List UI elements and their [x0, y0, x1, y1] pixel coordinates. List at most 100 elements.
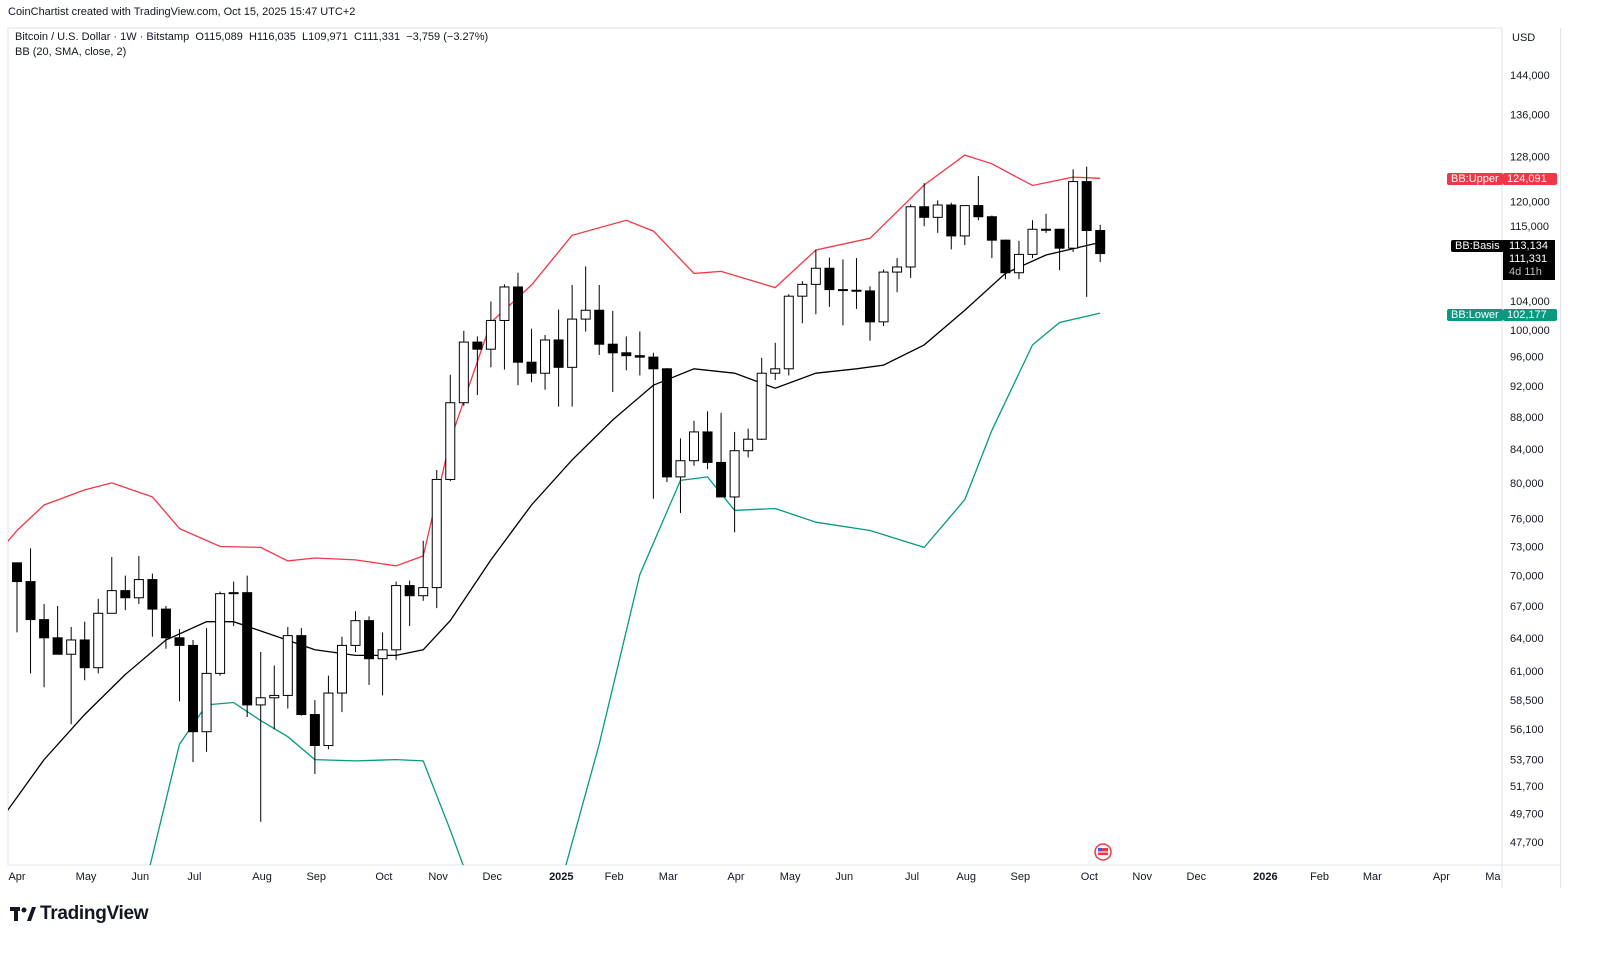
y-tick-label: 88,000	[1510, 412, 1544, 424]
candle-up	[269, 694, 280, 699]
plot-frame	[7, 27, 1503, 866]
candle-up	[215, 593, 226, 674]
candle-up	[1068, 181, 1079, 249]
x-tick-label: Feb	[1310, 871, 1329, 883]
candle-down	[12, 562, 22, 583]
candle-up	[418, 587, 429, 597]
y-tick-label: 115,000	[1510, 221, 1549, 233]
candle-up	[336, 644, 347, 694]
x-tick-label: Oct	[375, 871, 392, 883]
candle-up	[932, 204, 943, 218]
x-tick-label: Nov	[428, 871, 448, 883]
x-tick-label: Jul	[905, 871, 919, 883]
bb-lower-label: BB:Lower	[1447, 309, 1503, 321]
x-tick-label: May	[76, 871, 97, 883]
candle-down	[52, 637, 63, 655]
y-tick-label: 136,000	[1510, 110, 1550, 122]
y-tick-label: 84,000	[1510, 444, 1544, 456]
candle-down	[661, 368, 672, 478]
indicator-legend[interactable]: BB (20, SMA, close, 2)	[15, 46, 127, 58]
candle-up	[391, 585, 402, 651]
y-tick-label: 73,000	[1510, 541, 1544, 553]
candle-up	[282, 635, 293, 696]
candle-down	[472, 341, 483, 350]
y-tick-label: 144,000	[1510, 70, 1550, 82]
candle-up	[783, 295, 794, 370]
candle-down	[309, 714, 320, 746]
x-tick-label: 2025	[549, 871, 573, 883]
y-tick-label: 96,000	[1510, 351, 1544, 363]
bar-countdown: 4d 11h	[1509, 266, 1542, 278]
candle-down	[25, 581, 36, 621]
candle-up	[323, 692, 334, 746]
tradingview-logo-icon	[10, 907, 36, 921]
candle-down	[79, 639, 90, 669]
bb-upper-value: 124,091	[1503, 173, 1557, 185]
y-tick-label: 104,000	[1510, 296, 1550, 308]
candle-down	[188, 644, 199, 733]
candle-up	[905, 206, 916, 268]
x-tick-label: Oct	[1081, 871, 1098, 883]
candle-up	[689, 431, 699, 462]
candle-up	[1027, 228, 1038, 255]
candle-up	[797, 283, 808, 297]
candle-down	[147, 579, 158, 610]
candle-down	[634, 355, 645, 358]
y-tick-label: 70,000	[1510, 571, 1544, 583]
x-tick-label: Feb	[605, 871, 624, 883]
x-tick-label: Dec	[1187, 871, 1207, 883]
candle-up	[93, 612, 104, 669]
x-tick-label: Apr	[727, 871, 744, 883]
x-tick-label: Nov	[1132, 871, 1152, 883]
x-tick-label: Apr	[8, 871, 25, 883]
bb-upper-label: BB:Upper	[1447, 173, 1503, 185]
y-tick-label: 100,000	[1510, 325, 1550, 337]
y-tick-label: 67,000	[1510, 601, 1544, 613]
y-tick-label: 128,000	[1510, 152, 1550, 164]
tradingview-logo[interactable]: TradingView	[10, 903, 149, 925]
candle-up	[580, 309, 591, 320]
symbol-title: Bitcoin / U.S. Dollar · 1W · Bitstamp	[15, 31, 190, 43]
plot-area[interactable]	[8, 154, 1106, 867]
candle-up	[228, 592, 239, 595]
candle-up	[431, 478, 442, 589]
chart-credit: CoinChartist created with TradingView.co…	[8, 6, 356, 18]
candle-up	[445, 402, 456, 480]
bb-lower-value: 102,177	[1503, 309, 1557, 321]
ohlc-change: −3,759 (−3.27%)	[406, 31, 489, 43]
x-tick-label: Aug	[956, 871, 976, 883]
currency-label: USD	[1512, 32, 1535, 44]
candle-up	[567, 318, 578, 368]
candle-up	[499, 286, 510, 321]
x-tick-label: Sep	[1011, 871, 1031, 883]
y-tick-label: 58,500	[1510, 695, 1544, 707]
x-tick-label: Jul	[187, 871, 201, 883]
price-tag-box: 113,134 111,331 4d 11h	[1503, 240, 1555, 280]
candle-up	[810, 267, 821, 285]
ohlc-high: H116,035	[248, 31, 296, 43]
us-event-flag-icon[interactable]	[1094, 843, 1112, 861]
candle-up	[106, 590, 117, 614]
y-tick-label: 53,700	[1510, 755, 1544, 767]
right-border	[1560, 28, 1561, 888]
candle-down	[621, 352, 632, 357]
candle-down	[1054, 228, 1065, 249]
candle-up	[729, 450, 740, 498]
y-tick-label: 51,700	[1510, 781, 1544, 793]
candle-up	[892, 266, 903, 273]
symbol-ohlc-row[interactable]: Bitcoin / U.S. Dollar · 1W · Bitstamp O1…	[15, 30, 488, 45]
logo-text: TradingView	[40, 903, 149, 924]
candle-down	[39, 619, 50, 639]
candle-up	[66, 639, 77, 655]
x-tick-label: Mar	[1363, 871, 1382, 883]
candle-up	[350, 620, 361, 646]
candle-up	[133, 579, 144, 599]
candle-down	[824, 267, 835, 291]
candle-up	[675, 460, 686, 478]
bb-basis-value: 113,134	[1509, 240, 1548, 252]
candle-down	[120, 590, 131, 599]
y-tick-label: 47,700	[1510, 837, 1544, 849]
candle-down	[594, 309, 605, 345]
candle-up	[377, 649, 388, 660]
